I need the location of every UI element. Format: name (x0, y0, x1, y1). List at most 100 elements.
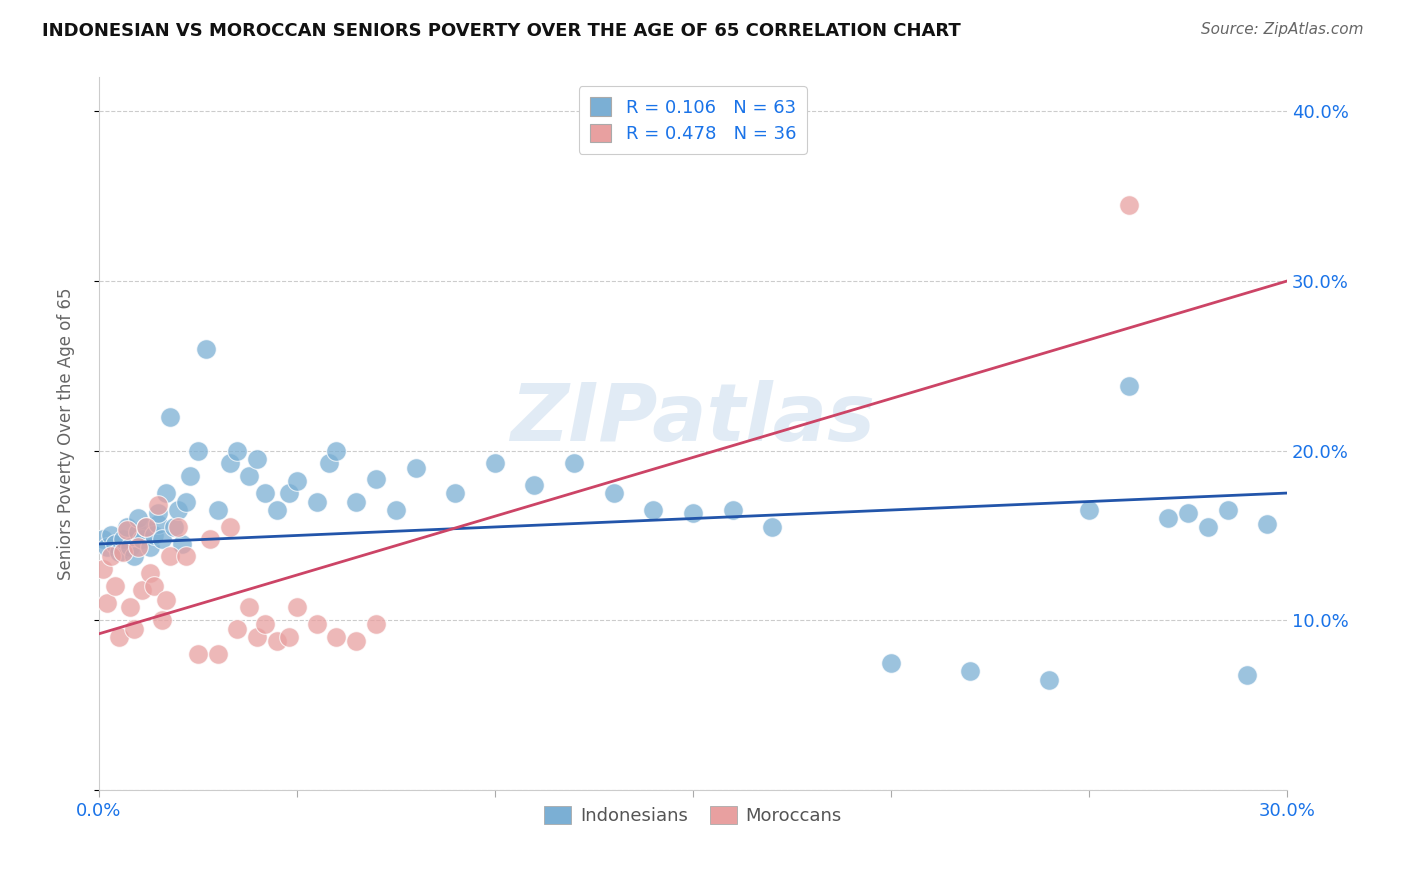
Point (246, 630, 269, 644)
Point (1216, 503, 1239, 517)
Point (91, 562, 114, 576)
Point (218, 520, 240, 534)
Point (167, 520, 190, 534)
Point (198, 532, 221, 546)
Point (523, 477, 546, 491)
Point (1197, 520, 1219, 534)
Point (721, 503, 744, 517)
Point (218, 456, 240, 470)
Point (207, 503, 229, 517)
Point (266, 633, 288, 648)
Point (96, 596, 118, 610)
Point (107, 630, 129, 644)
Point (148, 516, 170, 531)
Point (100, 528, 122, 542)
Point (155, 593, 177, 607)
Point (194, 342, 217, 356)
Point (167, 503, 190, 517)
Legend: Indonesians, Moroccans: Indonesians, Moroccans (534, 797, 851, 834)
Point (111, 532, 134, 546)
Point (124, 622, 146, 636)
Point (1157, 511, 1180, 525)
Point (325, 630, 347, 644)
Point (127, 524, 149, 539)
Point (285, 474, 308, 488)
Point (643, 503, 665, 517)
Point (124, 549, 146, 563)
Point (1118, 197, 1140, 211)
Point (246, 452, 269, 467)
Point (91, 532, 114, 546)
Point (187, 443, 209, 458)
Point (254, 486, 277, 500)
Point (139, 541, 162, 555)
Point (207, 647, 229, 661)
Point (159, 549, 181, 563)
Point (1038, 673, 1060, 687)
Point (131, 582, 153, 597)
Point (602, 486, 624, 500)
Point (562, 456, 585, 470)
Point (139, 566, 162, 580)
Point (405, 460, 427, 475)
Point (959, 664, 981, 678)
Point (159, 409, 181, 424)
Point (155, 486, 177, 500)
Point (344, 633, 367, 648)
Point (115, 520, 138, 534)
Point (266, 503, 288, 517)
Point (111, 545, 134, 559)
Point (682, 507, 704, 521)
Point (277, 630, 299, 644)
Point (238, 469, 260, 483)
Point (104, 579, 127, 593)
Text: Source: ZipAtlas.com: Source: ZipAtlas.com (1201, 22, 1364, 37)
Point (150, 532, 173, 546)
Point (285, 599, 308, 614)
Point (484, 456, 506, 470)
Point (226, 443, 249, 458)
Point (170, 537, 193, 551)
Point (364, 473, 387, 487)
Point (226, 622, 249, 636)
Point (385, 503, 408, 517)
Point (115, 524, 138, 538)
Point (238, 599, 260, 614)
Point (163, 520, 186, 534)
Point (254, 616, 277, 631)
Point (444, 486, 467, 500)
Point (120, 541, 142, 555)
Point (1078, 503, 1101, 517)
Point (150, 613, 173, 627)
Text: INDONESIAN VS MOROCCAN SENIORS POVERTY OVER THE AGE OF 65 CORRELATION CHART: INDONESIAN VS MOROCCAN SENIORS POVERTY O… (42, 22, 960, 40)
Point (880, 656, 903, 670)
Text: ZIPatlas: ZIPatlas (510, 380, 876, 458)
Point (761, 520, 783, 534)
Point (131, 532, 153, 546)
Point (187, 647, 209, 661)
Y-axis label: Seniors Poverty Over the Age of 65: Seniors Poverty Over the Age of 65 (58, 287, 75, 580)
Point (96, 541, 118, 555)
Point (344, 494, 367, 508)
Point (174, 494, 197, 508)
Point (127, 541, 149, 555)
Point (148, 507, 170, 521)
Point (318, 456, 340, 470)
Point (1236, 667, 1258, 681)
Point (364, 616, 387, 631)
Point (305, 494, 328, 508)
Point (277, 486, 299, 500)
Point (325, 443, 347, 458)
Point (305, 616, 328, 631)
Point (135, 520, 157, 534)
Point (104, 537, 127, 551)
Point (174, 549, 197, 563)
Point (179, 469, 201, 483)
Point (143, 528, 166, 542)
Point (100, 549, 122, 563)
Point (1177, 507, 1199, 521)
Point (1256, 516, 1278, 531)
Point (148, 498, 170, 512)
Point (127, 511, 149, 525)
Point (143, 579, 166, 593)
